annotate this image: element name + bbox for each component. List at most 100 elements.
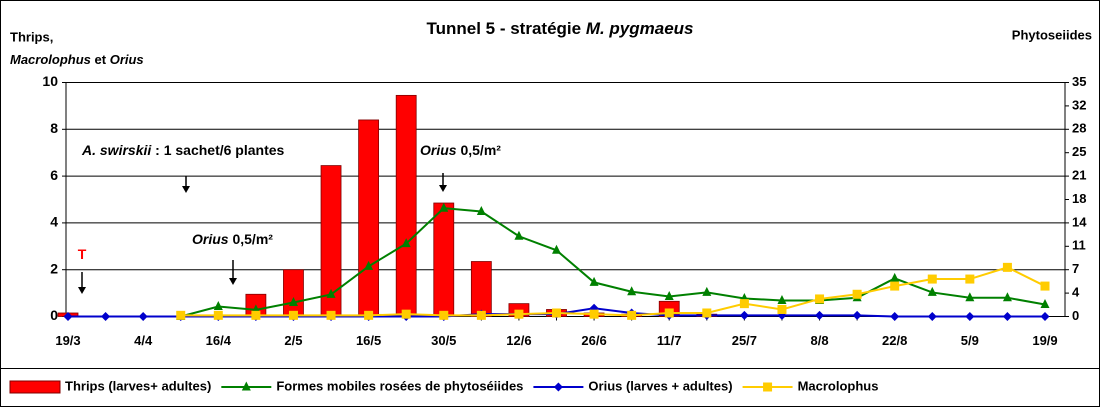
title-text: Tunnel 5 - stratégie — [426, 19, 585, 38]
legend-label: Orius (larves + adultes) — [588, 378, 732, 393]
point — [1040, 281, 1050, 291]
point — [664, 308, 674, 318]
annotation-italic: Orius — [192, 231, 229, 247]
y-tick-label: 2 — [50, 260, 58, 276]
point — [439, 310, 449, 320]
point — [777, 294, 787, 304]
arrow-head — [182, 186, 190, 193]
point — [251, 310, 261, 320]
y-tick-label: 8 — [50, 120, 58, 136]
x-tick-label: 2/5 — [284, 333, 302, 348]
y2-tick-label: 4 — [1072, 285, 1080, 300]
point — [213, 300, 223, 310]
point — [702, 308, 712, 318]
legend-label: Macrolophus — [798, 378, 879, 393]
series-line — [180, 207, 1046, 318]
point — [288, 296, 298, 306]
y-tick-label: 4 — [50, 214, 58, 230]
point — [439, 202, 449, 212]
point — [927, 274, 937, 284]
annotation: Orius 0,5/m² — [420, 142, 501, 158]
point — [739, 310, 749, 320]
x-tick-label: 26/6 — [581, 333, 606, 348]
legend-label: Thrips (larves+ adultes) — [65, 378, 211, 393]
x-tick-label: 19/3 — [55, 333, 80, 348]
point — [476, 206, 486, 216]
point — [288, 310, 298, 320]
point — [1002, 262, 1012, 272]
point — [739, 299, 749, 309]
point — [1002, 292, 1012, 302]
legend-swatch — [9, 380, 61, 394]
point — [1040, 312, 1050, 321]
y2-tick-label: 35 — [1072, 74, 1086, 89]
point — [1002, 312, 1012, 321]
series-line — [180, 266, 1046, 317]
x-tick-label: 16/4 — [206, 333, 232, 348]
point — [589, 276, 599, 286]
x-tick-label: 22/8 — [882, 333, 907, 348]
point — [890, 281, 900, 291]
x-tick-label: 8/8 — [810, 333, 828, 348]
y2-tick-label: 18 — [1072, 191, 1086, 206]
y2-tick-label: 14 — [1072, 214, 1087, 229]
bar — [395, 94, 417, 317]
point — [815, 310, 825, 320]
point — [965, 312, 975, 321]
point — [401, 238, 411, 248]
point — [476, 310, 486, 320]
point — [852, 310, 862, 320]
legend-label: Formes mobiles rosées de phytoséiides — [276, 378, 523, 393]
y-title-part: Orius — [110, 52, 144, 67]
point — [815, 294, 825, 304]
point — [763, 382, 773, 392]
point — [589, 309, 599, 319]
bar — [470, 261, 492, 317]
point — [890, 272, 900, 282]
x-tick-label: 19/9 — [1032, 333, 1057, 348]
point — [138, 312, 148, 321]
point — [364, 260, 374, 270]
point — [401, 309, 411, 319]
point — [965, 292, 975, 302]
point — [890, 312, 900, 321]
y2-tick-label: 11 — [1072, 238, 1086, 253]
annotation-text: 0,5/m² — [457, 142, 502, 158]
y-tick-label: 6 — [50, 167, 58, 183]
arrow-head — [439, 185, 447, 192]
x-tick-label: 25/7 — [732, 333, 757, 348]
x-tick-label: 11/7 — [657, 333, 682, 348]
bar — [433, 202, 455, 317]
y-title-part: et — [91, 52, 110, 67]
y2-axis-title: Phytoseiides — [1012, 27, 1092, 42]
y2-tick-label: 25 — [1072, 144, 1086, 159]
y2-tick-label: 32 — [1072, 97, 1086, 112]
x-tick-label: 5/9 — [961, 333, 979, 348]
point — [852, 289, 862, 299]
y2-tick-label: 0 — [1072, 308, 1079, 323]
point — [101, 312, 111, 321]
point — [63, 312, 73, 321]
point — [514, 309, 524, 319]
bar — [358, 119, 380, 317]
point — [553, 382, 563, 392]
annotation-text: 0,5/m² — [229, 231, 274, 247]
y-axis-title: Macrolophus et Orius — [10, 52, 144, 67]
point — [241, 381, 251, 391]
y-tick-label: 10 — [42, 73, 58, 89]
annotation-text: : 1 sachet/6 plantes — [151, 142, 284, 158]
point — [364, 310, 374, 320]
point — [927, 286, 937, 296]
x-tick-label: 16/5 — [356, 333, 381, 348]
y2-tick-label: 7 — [1072, 261, 1079, 276]
arrow-head — [78, 287, 86, 294]
point — [326, 288, 336, 298]
point — [777, 304, 787, 314]
point — [664, 290, 674, 300]
annotation-italic: A. swirskii — [81, 142, 152, 158]
point — [552, 244, 561, 254]
annotation: Orius 0,5/m² — [192, 231, 273, 247]
y-tick-label: 0 — [50, 307, 58, 323]
annotation: A. swirskii : 1 sachet/6 plantes — [81, 142, 285, 158]
